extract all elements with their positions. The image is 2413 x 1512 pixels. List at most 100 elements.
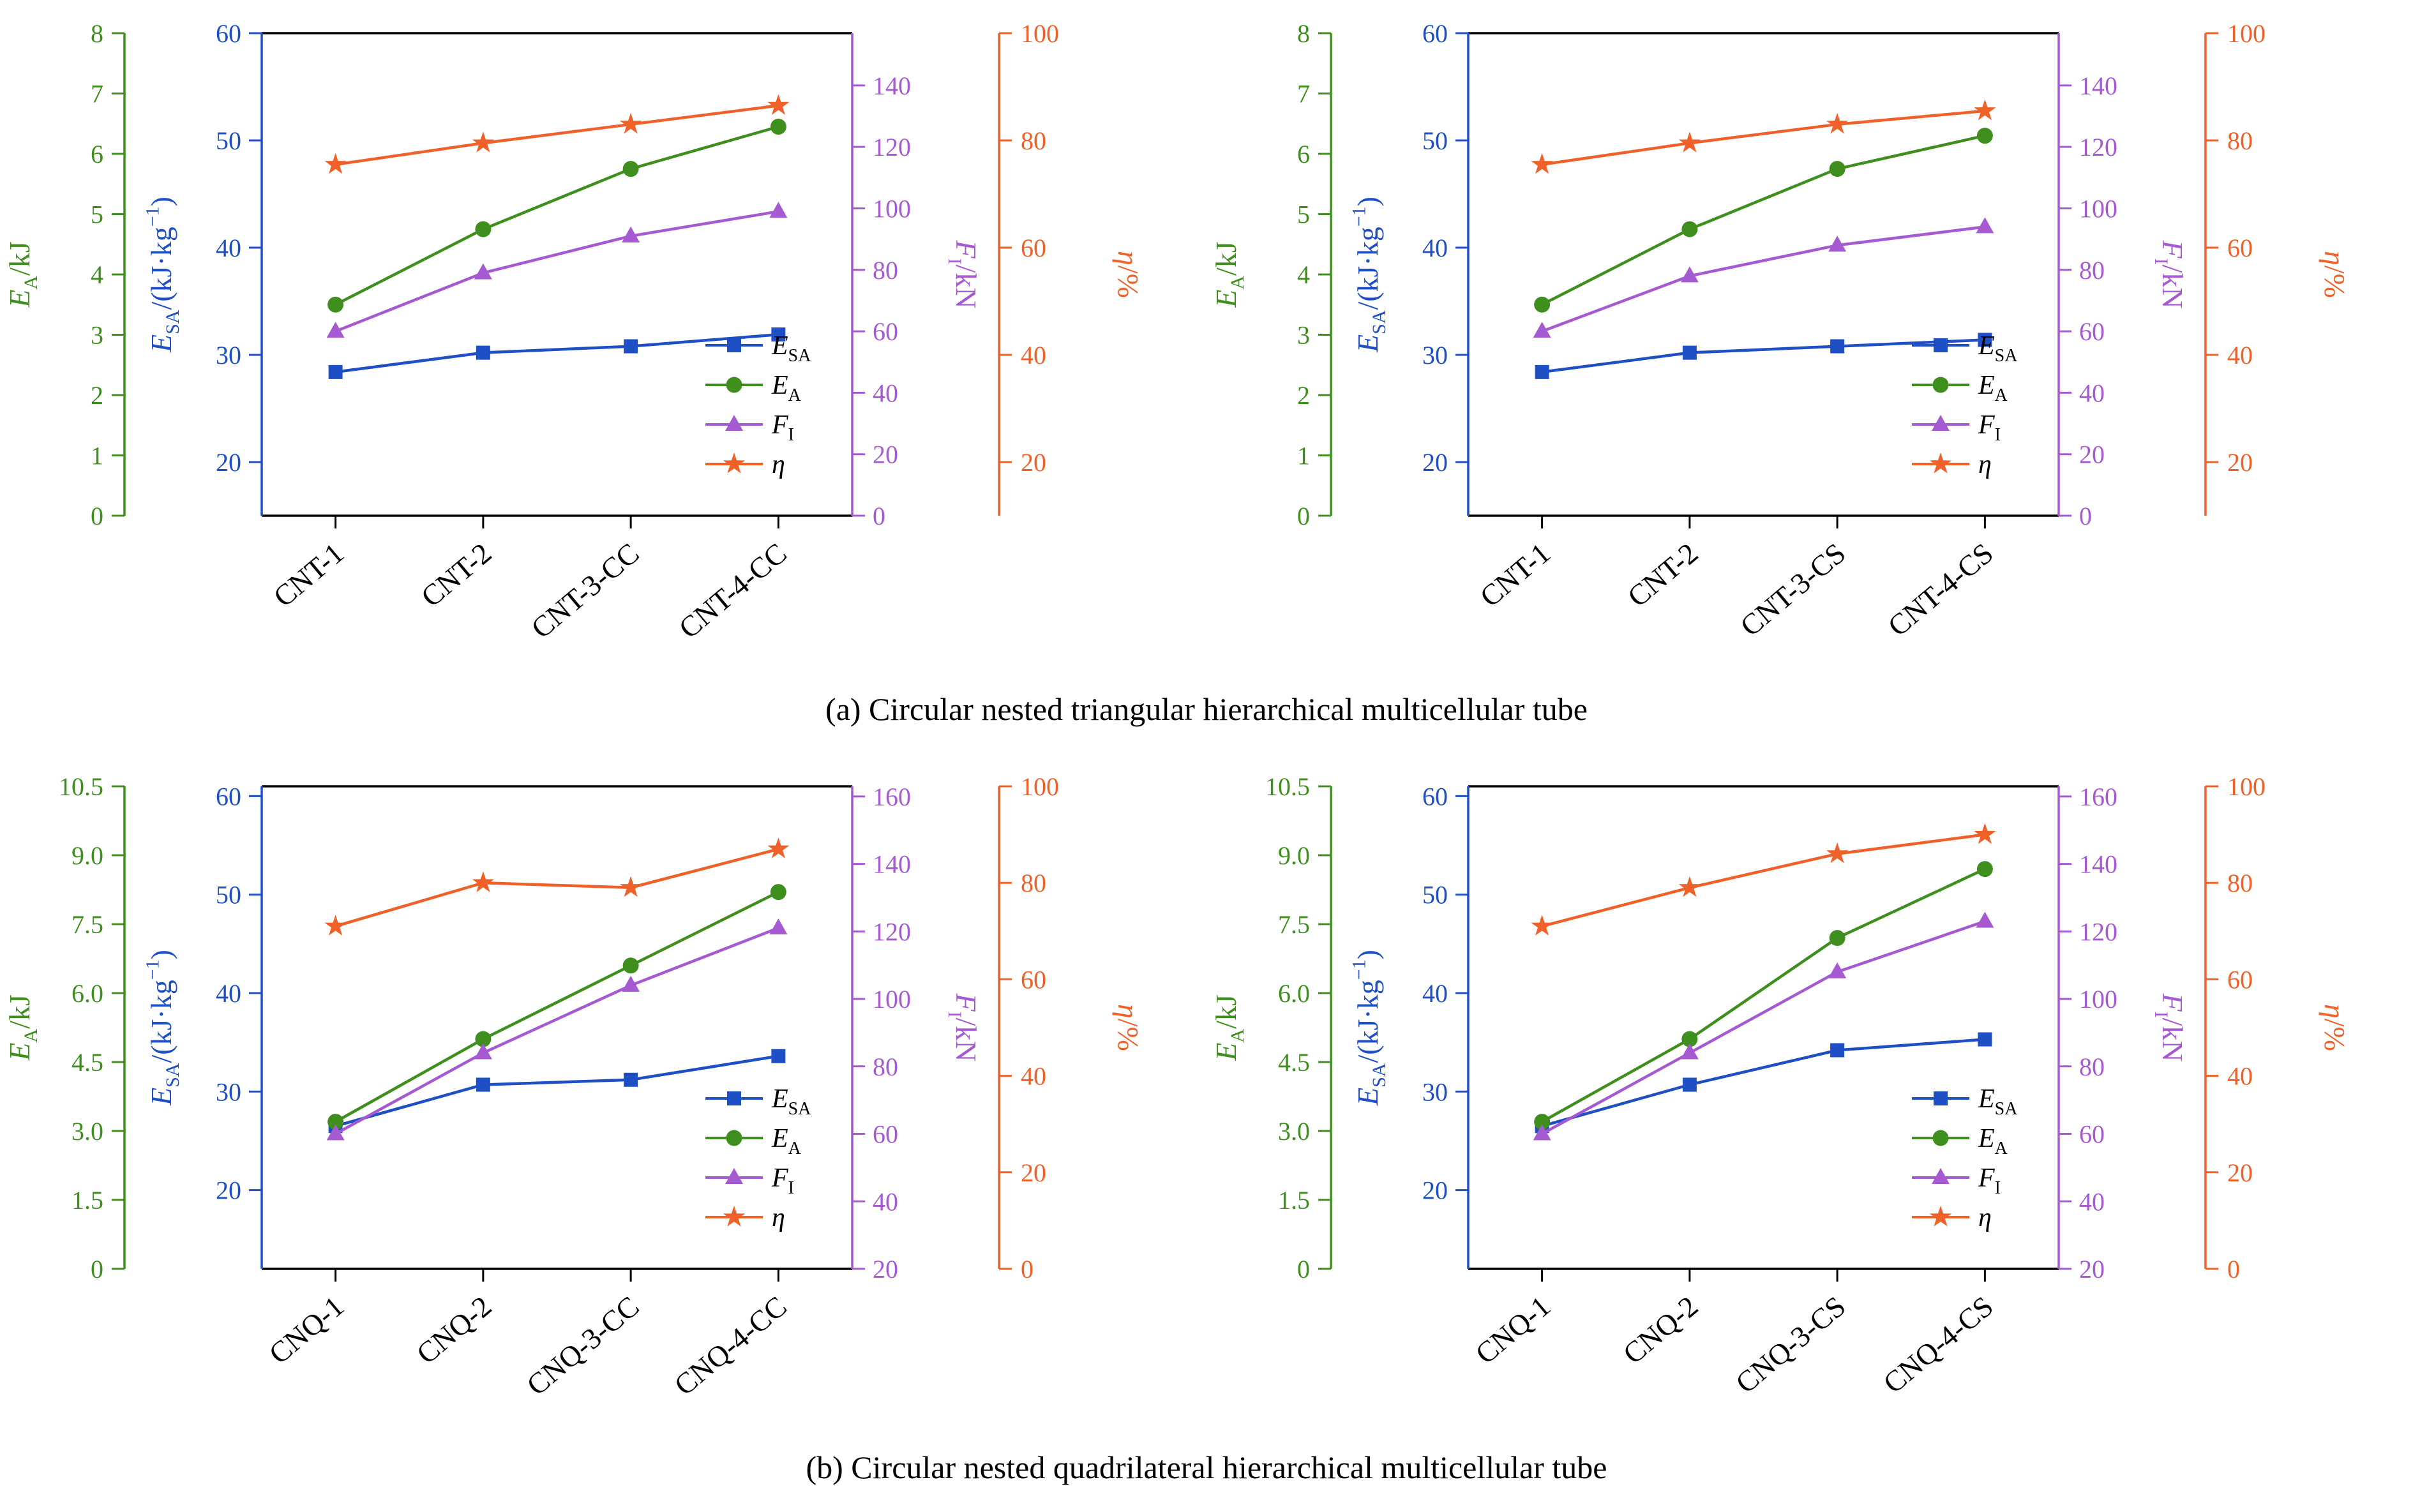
purple-tick-label: 140: [873, 850, 911, 879]
x-tick-label: CNT-2: [415, 537, 497, 613]
legend-item-FI: FI: [705, 410, 794, 445]
orange-tick-label: 0: [1021, 1255, 1034, 1284]
purple-tick-label: 120: [2079, 917, 2117, 946]
purple-tick-label: 60: [873, 317, 898, 346]
legend-label: ESA: [771, 331, 811, 366]
legend-item-eta: η: [705, 450, 785, 479]
x-tick-label: CNQ-3-CS: [1729, 1290, 1851, 1400]
legend-item-eta: η: [1912, 1203, 1992, 1232]
legend-label: EA: [771, 1124, 802, 1158]
purple-axis: 20 40 60 80 100 120 140 160 FI/kN: [851, 782, 982, 1284]
purple-tick-label: 120: [873, 133, 911, 161]
orange-axis: 20 40 60 80 100 η/%: [2204, 19, 2351, 516]
series-EA: [1534, 861, 1993, 1130]
series-FI: [326, 202, 788, 338]
purple-tick-label: 80: [873, 256, 898, 285]
purple-tick-label: 20: [2079, 440, 2105, 469]
chart-row-b: 0 1.5 3.0 4.5 6.0 7.5 9.0 10.5 EA/kJ 20 30 40 50 60 ES…: [0, 763, 2413, 1440]
series-FI: [1533, 217, 1994, 338]
blue-axis: 20 30 40 50 60 ESA/(kJ·kg−1): [142, 19, 263, 516]
orange-tick-label: 100: [2227, 772, 2266, 801]
green-tick-label: 4.5: [71, 1048, 103, 1077]
purple-tick-label: 100: [873, 985, 911, 1014]
orange-tick-label: 100: [2227, 19, 2266, 48]
orange-tick-label: 80: [1021, 869, 1046, 897]
series-EA: [327, 884, 786, 1130]
x-tick-label: CNQ-2: [410, 1290, 498, 1370]
green-tick-label: 8: [1297, 19, 1310, 48]
orange-tick-label: 60: [1021, 234, 1046, 262]
orange-tick-label: 40: [1021, 1062, 1046, 1091]
series-eta: [324, 94, 790, 174]
orange-tick-label: 20: [1021, 1158, 1046, 1187]
purple-tick-label: 60: [2079, 1120, 2105, 1149]
green-tick-label: 0: [1297, 502, 1310, 530]
purple-tick-label: 40: [873, 378, 898, 407]
green-tick-label: 7: [1297, 80, 1310, 109]
x-tick-label: CNQ-2: [1617, 1290, 1704, 1370]
blue-tick-label: 20: [216, 448, 241, 477]
legend-label: FI: [771, 1164, 794, 1198]
chart-svg: 0 1 2 3 4 5 6 7 8 EA/kJ 20 30 40 50 60 ESA/(kJ·kg−1) 0 20…: [3, 19, 1145, 645]
orange-tick-label: 60: [2227, 234, 2253, 262]
legend-label: η: [1978, 1203, 1992, 1232]
legend-label: FI: [771, 410, 794, 445]
green-tick-label: 5: [1297, 200, 1310, 229]
green-tick-label: 4.5: [1278, 1048, 1310, 1077]
blue-tick-label: 60: [216, 19, 241, 48]
orange-tick-label: 60: [2227, 965, 2253, 994]
green-tick-label: 9.0: [71, 841, 103, 870]
green-tick-label: 0: [1297, 1255, 1310, 1284]
orange-tick-label: 0: [2227, 1255, 2240, 1284]
purple-tick-label: 40: [2079, 378, 2105, 407]
series-FI: [1533, 911, 1994, 1141]
orange-tick-label: 20: [1021, 448, 1046, 477]
blue-tick-label: 60: [1422, 19, 1448, 48]
purple-tick-label: 0: [873, 502, 885, 530]
x-tick-label: CNQ-4-CS: [1877, 1290, 1999, 1400]
blue-tick-label: 50: [1422, 881, 1448, 909]
legend-label: FI: [1978, 1164, 2001, 1198]
orange-tick-label: 40: [2227, 341, 2253, 370]
green-tick-label: 1.5: [71, 1186, 103, 1215]
blue-axis: 20 30 40 50 60 ESA/(kJ·kg−1): [142, 782, 263, 1269]
purple-tick-label: 120: [873, 917, 911, 946]
purple-tick-label: 20: [873, 440, 898, 469]
legend-label: ESA: [1978, 331, 2018, 366]
orange-tick-label: 80: [2227, 126, 2253, 155]
blue-tick-label: 20: [1422, 1176, 1448, 1205]
green-axis: 0 1.5 3.0 4.5 6.0 7.5 9.0 10.5 EA/kJ: [3, 772, 126, 1284]
purple-tick-label: 40: [873, 1187, 898, 1216]
orange-axis-title: η/%: [1112, 251, 1145, 298]
purple-axis-title: FI/kN: [944, 239, 982, 308]
green-axis-title: EA/kJ: [1210, 241, 1248, 308]
series-eta: [1531, 99, 1996, 174]
legend-label: EA: [1978, 371, 2008, 405]
blue-axis: 20 30 40 50 60 ESA/(kJ·kg−1): [1349, 19, 1470, 516]
green-tick-label: 6.0: [1278, 979, 1310, 1008]
blue-tick-label: 40: [1422, 234, 1448, 262]
x-tick-label: CNT-1: [1474, 537, 1556, 613]
purple-tick-label: 80: [2079, 1052, 2105, 1081]
legend-item-FI: FI: [705, 1164, 794, 1198]
legend-label: EA: [771, 371, 802, 405]
legend-item-ESA: ESA: [1912, 331, 2018, 366]
series-ESA: [1535, 333, 1992, 379]
orange-tick-label: 20: [2227, 448, 2253, 477]
chart-cnt-cs: 0 1 2 3 4 5 6 7 8 EA/kJ 20 30 40 50 60 ESA/(kJ·kg−1) 0 20…: [1206, 10, 2413, 687]
purple-tick-label: 80: [2079, 256, 2105, 285]
green-tick-label: 1.5: [1278, 1186, 1310, 1215]
legend-label: ESA: [1978, 1084, 2018, 1119]
blue-tick-label: 20: [216, 1176, 241, 1205]
blue-tick-label: 40: [216, 979, 241, 1008]
green-tick-label: 6.0: [71, 979, 103, 1008]
orange-axis: 0 20 40 60 80 100 η/%: [2204, 772, 2351, 1284]
chart-cnq-cc: 0 1.5 3.0 4.5 6.0 7.5 9.0 10.5 EA/kJ 20 30 40 50 60 ES…: [0, 763, 1206, 1440]
green-tick-label: 6: [91, 140, 103, 168]
purple-tick-label: 20: [2079, 1255, 2105, 1284]
purple-tick-label: 0: [2079, 502, 2092, 530]
green-axis: 0 1.5 3.0 4.5 6.0 7.5 9.0 10.5 EA/kJ: [1210, 772, 1332, 1284]
blue-axis-title: ESA/(kJ·kg−1): [1349, 950, 1390, 1106]
purple-tick-label: 160: [2079, 782, 2117, 811]
